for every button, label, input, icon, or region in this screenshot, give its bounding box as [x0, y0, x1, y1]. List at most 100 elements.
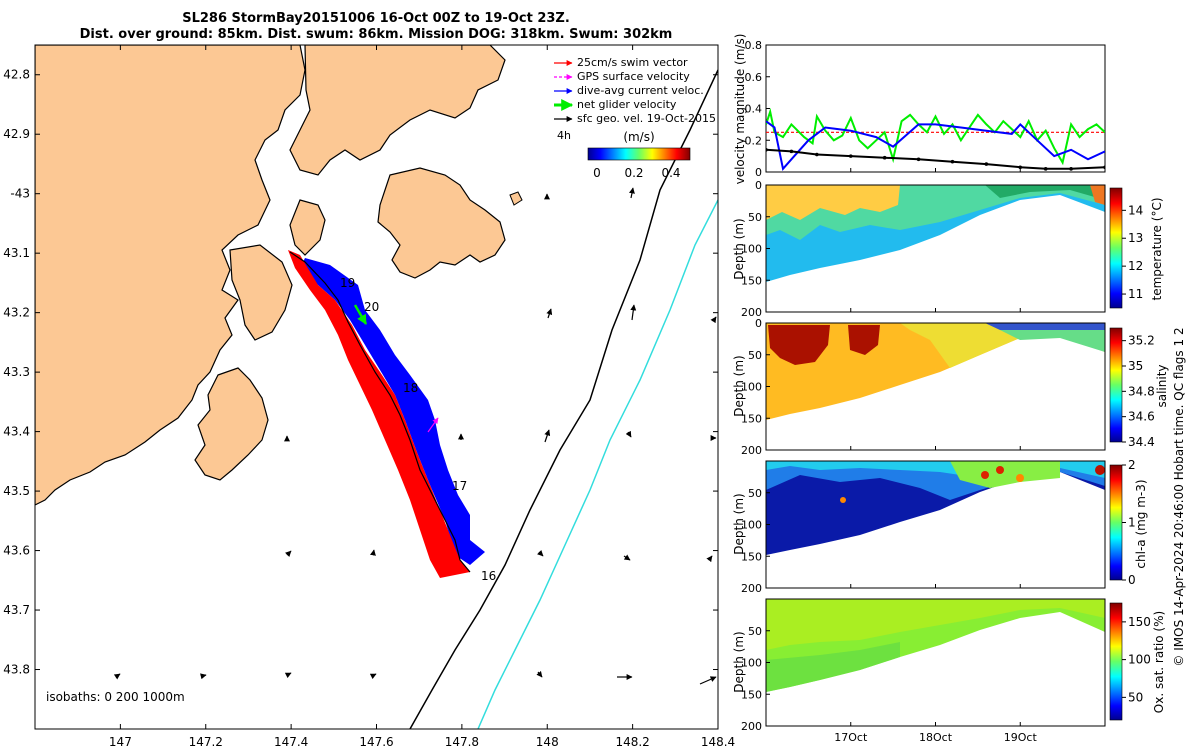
- oxygen-surface-field: [766, 599, 1105, 650]
- track-label-17: 17: [452, 479, 467, 493]
- depth-tick-label: 50: [748, 625, 762, 638]
- imos-credit: © IMOS 14-Apr-2024 20:46:00 Hobart time.…: [1172, 327, 1186, 666]
- legend-gps-label: GPS surface velocity: [577, 70, 690, 83]
- velocity-panel: 0 0.2 0.4 0.6 0.8 velocity magnitude (m/s): [733, 34, 1106, 185]
- isobath-label: isobaths: 0 200 1000m: [46, 690, 185, 704]
- map-y-tick-label: 43.3: [3, 365, 30, 379]
- map-y-tick-label: 42.9: [3, 127, 30, 141]
- map-colorbar-tick-2: 0.4: [661, 166, 680, 180]
- velocity-geo-point: [950, 159, 955, 164]
- time-tick-label: 17Oct: [834, 731, 868, 744]
- depth-tick-label: 50: [748, 211, 762, 224]
- chla-high-point-4: [1095, 465, 1105, 475]
- depth-tick-label: 150: [741, 412, 762, 425]
- colorbar-tick-label: 34.8: [1128, 384, 1155, 398]
- map-y-tick-label: 43.4: [3, 425, 30, 439]
- map-x-tick-label: 147.4: [274, 735, 308, 749]
- temperature-warm-patch: [1090, 185, 1105, 205]
- geo-velocity-field: [113, 187, 717, 685]
- map-panel: 16 17 18 19 20: [3, 44, 735, 749]
- velocity-ylabel: velocity magnitude (m/s): [733, 34, 747, 185]
- salinity-low-surface: [985, 323, 1105, 335]
- salinity-high-core-2: [848, 325, 880, 355]
- colorbar-tick-label: 100: [1128, 653, 1151, 667]
- oxygen-ylabel: Depth (m): [732, 631, 746, 692]
- colorbar-tick-label: 1: [1128, 516, 1136, 530]
- legend-net-label: net glider velocity: [577, 98, 677, 111]
- velocity-series-line: [766, 148, 1105, 170]
- track-label-18: 18: [403, 381, 418, 395]
- velocity-geo-point: [1018, 165, 1023, 170]
- velocity-y-tick-label: 0: [755, 166, 762, 179]
- salinity-fresh-layer: [1000, 330, 1105, 352]
- section-ticks: 0501001502001112131405010015020034.434.6…: [741, 168, 1155, 744]
- chla-bloom-field: [950, 461, 1060, 488]
- velocity-series: [766, 107, 1105, 171]
- velocity-series-line: [766, 120, 1105, 171]
- velocity-geo-point: [1069, 167, 1073, 171]
- map-colorbar: [587, 147, 691, 161]
- map-colorbar-tick-1: 0.2: [624, 166, 643, 180]
- map-x-tick-label: 147.6: [359, 735, 393, 749]
- land-tasman: [194, 367, 269, 481]
- map-x-tick-label: 147: [109, 735, 132, 749]
- legend-item-swim: 25cm/s swim vector: [554, 56, 688, 69]
- depth-tick-label: 0: [755, 317, 762, 330]
- map-y-tick-label: -43: [10, 187, 30, 201]
- map-legend: 25cm/s swim vector GPS surface velocity …: [554, 56, 716, 180]
- track-label-19: 19: [340, 276, 355, 290]
- depth-tick-label: 200: [741, 720, 762, 733]
- land-forestier: [377, 167, 506, 279]
- map-x-tick-label: 148.2: [615, 735, 649, 749]
- glider-track: [289, 251, 471, 573]
- temperature-cool-surface: [985, 185, 1105, 200]
- map-x-tick-label: 147.2: [189, 735, 223, 749]
- colorbar-tick-label: 35: [1128, 359, 1143, 373]
- map-colorbar-units: (m/s): [623, 130, 654, 144]
- velocity-geo-point: [848, 154, 853, 158]
- isobath-200: [409, 69, 718, 729]
- depth-tick-label: 150: [741, 550, 762, 563]
- chla-colorbar-label: chl-a (mg m-3): [1134, 479, 1148, 568]
- salinity-panel: Depth (m) salinity: [732, 322, 1169, 451]
- colorbar-tick-label: 50: [1128, 690, 1143, 704]
- temperature-warm-field: [766, 185, 900, 220]
- chla-high-point-3: [1016, 474, 1024, 482]
- legend-diveavg-label: dive-avg current veloc.: [577, 84, 704, 97]
- land-mainland: [35, 45, 306, 506]
- legend-interval: 4h: [557, 129, 571, 142]
- map-colorbar-tick-0: 0: [593, 166, 601, 180]
- oxygen-panel: Depth (m) Ox. sat. ratio (%): [732, 598, 1166, 727]
- land-north: [289, 45, 506, 176]
- map-y-tick-label: 43.8: [3, 663, 30, 677]
- map-y-tick-label: 43.1: [3, 246, 30, 260]
- velocity-geo-point: [882, 155, 887, 160]
- legend-item-net: net glider velocity: [554, 98, 677, 111]
- depth-tick-label: 50: [748, 349, 762, 362]
- land-islet: [509, 191, 523, 206]
- colorbar-tick-label: 12: [1128, 259, 1143, 273]
- dive-avg-vector-wake: [300, 258, 485, 565]
- title-line-2: Dist. over ground: 85km. Dist. swum: 86k…: [80, 27, 673, 42]
- depth-tick-label: 200: [741, 582, 762, 595]
- temperature-panel: Depth (m) temperature (°C): [732, 184, 1164, 313]
- depth-tick-label: 0: [755, 179, 762, 192]
- chla-panel: Depth (m) chl-a (mg m-3): [732, 460, 1148, 589]
- colorbar-tick-label: 35.2: [1128, 334, 1155, 348]
- map-y-tick-label: 42.8: [3, 68, 30, 82]
- colorbar-tick-label: 150: [1128, 615, 1151, 629]
- velocity-geo-point: [1043, 167, 1048, 171]
- velocity-geo-point: [916, 157, 921, 162]
- chla-deep-field: [766, 461, 1105, 555]
- chla-section: [766, 461, 1105, 588]
- map-y-ticks: 42.8 42.9 -43 43.1 43.2 43.3 43.4 43.5 43.6 43.7 4…: [3, 68, 718, 677]
- salinity-ylabel: Depth (m): [732, 355, 746, 416]
- depth-tick-label: 100: [741, 657, 762, 670]
- map-y-tick-label: 43.2: [3, 306, 30, 320]
- legend-item-gps: GPS surface velocity: [554, 70, 690, 83]
- velocity-y-tick-label: 0.2: [745, 134, 763, 147]
- velocity-y-tick-label: 0.8: [745, 39, 763, 52]
- velocity-geo-point: [984, 162, 989, 166]
- land-midpeninsula: [289, 199, 326, 256]
- time-tick-label: 18Oct: [919, 731, 953, 744]
